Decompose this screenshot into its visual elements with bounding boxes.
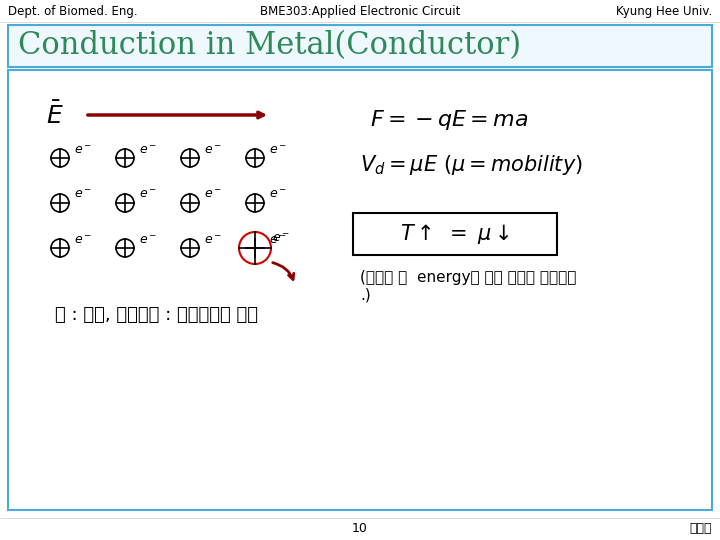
FancyBboxPatch shape bbox=[8, 70, 712, 510]
Text: $e^-$: $e^-$ bbox=[74, 233, 92, 246]
Text: $\bar{E}$: $\bar{E}$ bbox=[46, 102, 64, 129]
Text: $e^-$: $e^-$ bbox=[204, 233, 222, 246]
Text: $T\uparrow\ =\ \mu\downarrow$: $T\uparrow\ =\ \mu\downarrow$ bbox=[400, 222, 510, 246]
Circle shape bbox=[116, 194, 134, 212]
Text: BME303:Applied Electronic Circuit: BME303:Applied Electronic Circuit bbox=[260, 4, 460, 17]
Text: $e^-$: $e^-$ bbox=[139, 144, 158, 157]
Text: Dept. of Biomed. Eng.: Dept. of Biomed. Eng. bbox=[8, 4, 138, 17]
Circle shape bbox=[51, 149, 69, 167]
Circle shape bbox=[246, 239, 264, 257]
Text: $e^-$: $e^-$ bbox=[269, 188, 287, 201]
Circle shape bbox=[246, 194, 264, 212]
Text: $e^-$: $e^-$ bbox=[269, 233, 287, 246]
Circle shape bbox=[116, 149, 134, 167]
Text: $e^-$: $e^-$ bbox=[74, 188, 92, 201]
Text: $e^-$: $e^-$ bbox=[272, 232, 290, 245]
Text: $F = -qE = ma$: $F = -qE = ma$ bbox=[370, 108, 528, 132]
Circle shape bbox=[51, 239, 69, 257]
Circle shape bbox=[181, 239, 199, 257]
FancyBboxPatch shape bbox=[353, 213, 557, 255]
Circle shape bbox=[181, 149, 199, 167]
Text: 10: 10 bbox=[352, 523, 368, 536]
Text: 핵 : 진동, 자유전자 : 브라우니한 운동: 핵 : 진동, 자유전자 : 브라우니한 운동 bbox=[55, 306, 258, 324]
Text: Kyung Hee Univ.: Kyung Hee Univ. bbox=[616, 4, 712, 17]
Text: $e^-$: $e^-$ bbox=[139, 233, 158, 246]
Text: 이규락: 이규락 bbox=[690, 523, 712, 536]
Text: $e^-$: $e^-$ bbox=[74, 144, 92, 157]
Circle shape bbox=[51, 194, 69, 212]
Text: $e^-$: $e^-$ bbox=[204, 188, 222, 201]
Text: (원자의 열  energy로 인한 진동이 올라간다
.): (원자의 열 energy로 인한 진동이 올라간다 .) bbox=[360, 270, 577, 302]
Text: Conduction in Metal(Conductor): Conduction in Metal(Conductor) bbox=[18, 30, 521, 62]
Circle shape bbox=[239, 232, 271, 264]
Text: $e^-$: $e^-$ bbox=[269, 144, 287, 157]
FancyBboxPatch shape bbox=[8, 25, 712, 67]
Circle shape bbox=[116, 239, 134, 257]
Text: $V_d = \mu E\ (\mu = mobility)$: $V_d = \mu E\ (\mu = mobility)$ bbox=[360, 153, 582, 177]
Circle shape bbox=[246, 149, 264, 167]
Text: $e^-$: $e^-$ bbox=[139, 188, 158, 201]
Text: $e^-$: $e^-$ bbox=[204, 144, 222, 157]
Circle shape bbox=[181, 194, 199, 212]
